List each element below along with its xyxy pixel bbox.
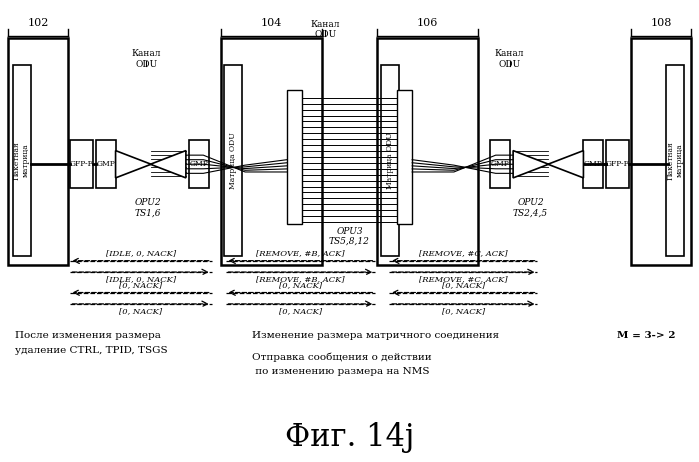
Text: [0, NACK]: [0, NACK] [442, 281, 485, 289]
Text: GMP: GMP [584, 160, 603, 168]
Bar [631, 38, 691, 265]
Text: Канал
ODU: Канал ODU [495, 49, 524, 68]
Bar [606, 140, 629, 188]
Bar [584, 140, 603, 188]
Text: GMP: GMP [491, 160, 510, 168]
Text: Канал
ODU: Канал ODU [310, 19, 340, 39]
Bar [397, 90, 412, 224]
Text: 104: 104 [261, 18, 282, 28]
Text: 108: 108 [650, 18, 672, 28]
Text: OPU2
TS2,4,5: OPU2 TS2,4,5 [513, 198, 548, 217]
Text: После изменения размера: После изменения размера [15, 331, 161, 340]
Text: Отправка сообщения о действии: Отправка сообщения о действии [252, 353, 432, 362]
Text: [IDLE, 0, NACK]: [IDLE, 0, NACK] [106, 249, 175, 257]
Text: GMP: GMP [189, 160, 208, 168]
Bar [13, 65, 31, 256]
Text: M = 3-> 2: M = 3-> 2 [617, 331, 675, 340]
Text: OPU2
TS1,6: OPU2 TS1,6 [134, 198, 161, 217]
Text: Фиг. 14j: Фиг. 14j [284, 422, 415, 453]
Text: Матрица ODU: Матрица ODU [386, 132, 394, 189]
Text: [0, NACK]: [0, NACK] [442, 307, 485, 315]
Polygon shape [115, 151, 151, 178]
Text: Пакетная
матрица: Пакетная матрица [667, 141, 684, 180]
Text: Изменение размера матричного соединения: Изменение размера матричного соединения [252, 331, 503, 340]
Bar [377, 38, 478, 265]
Bar [70, 140, 93, 188]
Polygon shape [150, 151, 186, 178]
Text: [0, NACK]: [0, NACK] [279, 307, 322, 315]
Text: [0, NACK]: [0, NACK] [279, 281, 322, 289]
Text: 102: 102 [27, 18, 49, 28]
Bar [224, 65, 243, 256]
Polygon shape [548, 151, 584, 178]
Text: GMP: GMP [96, 160, 115, 168]
Text: 106: 106 [417, 18, 438, 28]
Bar [96, 140, 115, 188]
Text: [0, NACK]: [0, NACK] [119, 281, 162, 289]
Text: [REMOVE, #B, ACK]: [REMOVE, #B, ACK] [256, 249, 345, 257]
Text: [0, NACK]: [0, NACK] [119, 307, 162, 315]
Polygon shape [513, 151, 549, 178]
Text: по изменению размера на NMS: по изменению размера на NMS [252, 367, 429, 376]
Text: Матрица ODU: Матрица ODU [229, 132, 237, 189]
Bar [287, 90, 302, 224]
Text: [IDLE, 0, NACK]: [IDLE, 0, NACK] [106, 275, 175, 283]
Text: [REMOVE, #C, ACK]: [REMOVE, #C, ACK] [419, 249, 507, 257]
Text: OPU3
TS5,8,12: OPU3 TS5,8,12 [329, 226, 370, 246]
Text: GFP-F: GFP-F [605, 160, 630, 168]
Bar [8, 38, 68, 265]
Text: GFP-F: GFP-F [69, 160, 94, 168]
Text: [REMOVE, #B, ACK]: [REMOVE, #B, ACK] [256, 275, 345, 283]
Text: Пакетная
матрица: Пакетная матрица [13, 141, 30, 180]
Text: удаление CTRL, TPID, TSGS: удаление CTRL, TPID, TSGS [15, 346, 168, 355]
Bar [189, 140, 209, 188]
Bar [666, 65, 684, 256]
Text: Канал
ODU: Канал ODU [131, 49, 161, 68]
Bar [381, 65, 399, 256]
Bar [490, 140, 510, 188]
Bar [221, 38, 322, 265]
Text: [REMOVE, #C, ACK]: [REMOVE, #C, ACK] [419, 275, 507, 283]
